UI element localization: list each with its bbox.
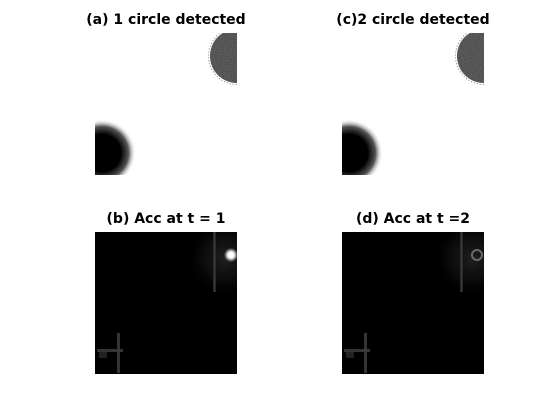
panel-a-image: [68, 28, 266, 188]
panel-b-image: [95, 220, 263, 374]
detected-circle-c: [457, 29, 511, 83]
panel-c-image: [315, 28, 513, 188]
panel-d-image: [342, 220, 510, 374]
detected-circle-a: [210, 29, 264, 83]
blurred-circle-a: [68, 119, 136, 187]
blurred-circle-c: [315, 119, 383, 187]
